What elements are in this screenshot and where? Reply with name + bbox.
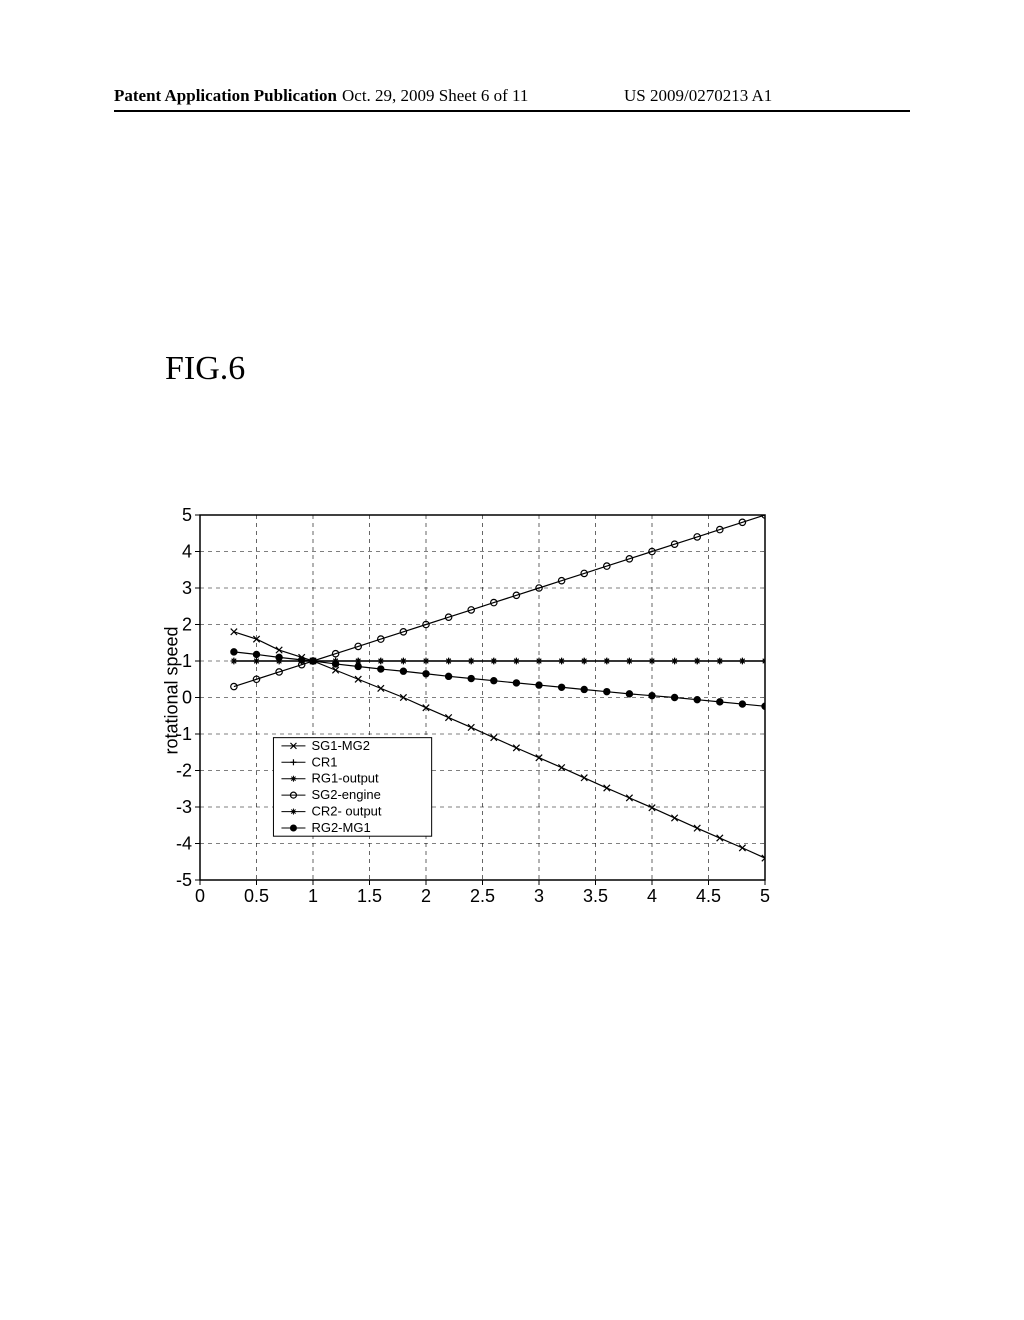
svg-text:CR1: CR1 <box>311 754 337 769</box>
svg-text:5: 5 <box>182 505 192 525</box>
chart-svg: 0 0.5 1 1.5 2 2.5 3 3.5 4 4.5 5 -5 -4 -3 -2 -1 0 1 2 3 4 5 SG1… <box>140 500 780 920</box>
svg-text:-4: -4 <box>176 834 192 854</box>
svg-text:RG1-output: RG1-output <box>311 771 379 786</box>
svg-text:SG1-MG2: SG1-MG2 <box>311 738 370 753</box>
svg-text:SG2-engine: SG2-engine <box>311 787 380 802</box>
svg-text:3.5: 3.5 <box>583 886 608 906</box>
svg-text:-2: -2 <box>176 761 192 781</box>
header-left: Patent Application Publication <box>114 86 337 106</box>
svg-text:-1: -1 <box>176 724 192 744</box>
page-header: Patent Application Publication Oct. 29, … <box>0 86 1024 110</box>
svg-text:2: 2 <box>421 886 431 906</box>
figure-label: FIG.6 <box>165 350 245 388</box>
svg-text:3: 3 <box>534 886 544 906</box>
svg-text:3: 3 <box>182 578 192 598</box>
svg-text:4.5: 4.5 <box>696 886 721 906</box>
svg-text:0: 0 <box>182 688 192 708</box>
svg-text:2.5: 2.5 <box>470 886 495 906</box>
svg-text:4: 4 <box>182 542 192 562</box>
svg-text:-3: -3 <box>176 797 192 817</box>
svg-text:0.5: 0.5 <box>244 886 269 906</box>
header-right: US 2009/0270213 A1 <box>624 86 772 106</box>
svg-text:1: 1 <box>308 886 318 906</box>
svg-text:-5: -5 <box>176 870 192 890</box>
svg-text:1: 1 <box>182 651 192 671</box>
svg-text:0: 0 <box>195 886 205 906</box>
svg-text:2: 2 <box>182 615 192 635</box>
header-rule <box>114 110 910 112</box>
svg-text:1.5: 1.5 <box>357 886 382 906</box>
svg-text:5: 5 <box>760 886 770 906</box>
chart-container: 0 0.5 1 1.5 2 2.5 3 3.5 4 4.5 5 -5 -4 -3 -2 -1 0 1 2 3 4 5 SG1… <box>140 500 780 920</box>
header-center: Oct. 29, 2009 Sheet 6 of 11 <box>342 86 528 106</box>
svg-text:RG2-MG1: RG2-MG1 <box>311 820 370 835</box>
svg-text:CR2- output: CR2- output <box>311 804 381 819</box>
svg-text:4: 4 <box>647 886 657 906</box>
